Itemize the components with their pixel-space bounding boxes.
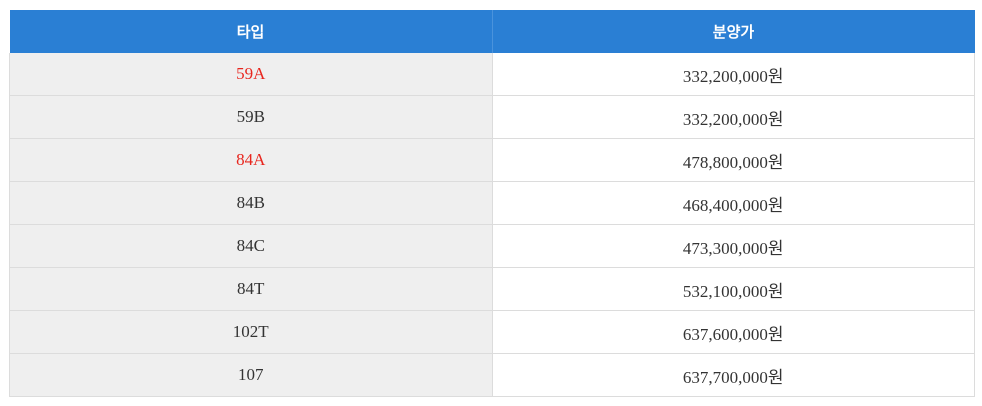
table-row: 84A 478,800,000원 [9,138,975,182]
type-cell: 84B [9,181,493,225]
table-row: 107 637,700,000원 [9,353,975,397]
price-cell: 478,800,000원 [491,138,975,182]
type-cell: 84A [9,138,493,182]
table-row: 102T 637,600,000원 [9,310,975,354]
price-cell: 637,600,000원 [491,310,975,354]
type-cell: 59B [9,95,493,139]
price-cell: 468,400,000원 [491,181,975,225]
type-cell: 84T [9,267,493,311]
price-cell: 473,300,000원 [491,224,975,268]
table-row: 84C 473,300,000원 [9,224,975,268]
price-cell: 637,700,000원 [491,353,975,397]
type-cell: 59A [9,53,493,96]
header-cell: 분양가 [492,10,975,53]
type-cell: 107 [9,353,493,397]
price-table: 타입 분양가 59A 332,200,000원 59B 332,200,000원 84A… [9,10,975,397]
table-body: 59A 332,200,000원 59B 332,200,000원 84A 478,800… [9,53,975,397]
table-row: 84T 532,100,000원 [9,267,975,311]
type-cell: 102T [9,310,493,354]
price-cell: 332,200,000원 [491,95,975,139]
header-cell: 타입 [9,10,493,53]
table-header: 타입 분양가 [9,10,975,53]
price-cell: 332,200,000원 [491,53,975,96]
price-cell: 532,100,000원 [491,267,975,311]
table-row: 84B 468,400,000원 [9,181,975,225]
table-row: 59A 332,200,000원 [9,53,975,96]
type-cell: 84C [9,224,493,268]
table-row: 59B 332,200,000원 [9,95,975,139]
header-row: 타입 분양가 [9,10,975,53]
